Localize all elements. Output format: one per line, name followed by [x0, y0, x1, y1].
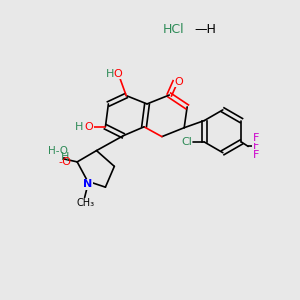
- Text: F: F: [253, 150, 260, 161]
- Text: -O: -O: [58, 157, 71, 167]
- Text: F: F: [253, 141, 260, 152]
- Text: H: H: [105, 69, 114, 79]
- Text: HCl: HCl: [163, 23, 184, 36]
- Text: O: O: [175, 76, 183, 87]
- Text: F: F: [253, 133, 260, 142]
- Text: N: N: [83, 179, 92, 189]
- Text: H: H: [61, 152, 70, 162]
- Text: —H: —H: [194, 23, 216, 36]
- Text: H: H: [74, 122, 83, 132]
- Text: O: O: [113, 69, 122, 79]
- Text: Cl: Cl: [181, 137, 192, 147]
- Text: CH₃: CH₃: [76, 199, 94, 208]
- Text: O: O: [85, 122, 93, 132]
- Text: H-O: H-O: [49, 146, 68, 157]
